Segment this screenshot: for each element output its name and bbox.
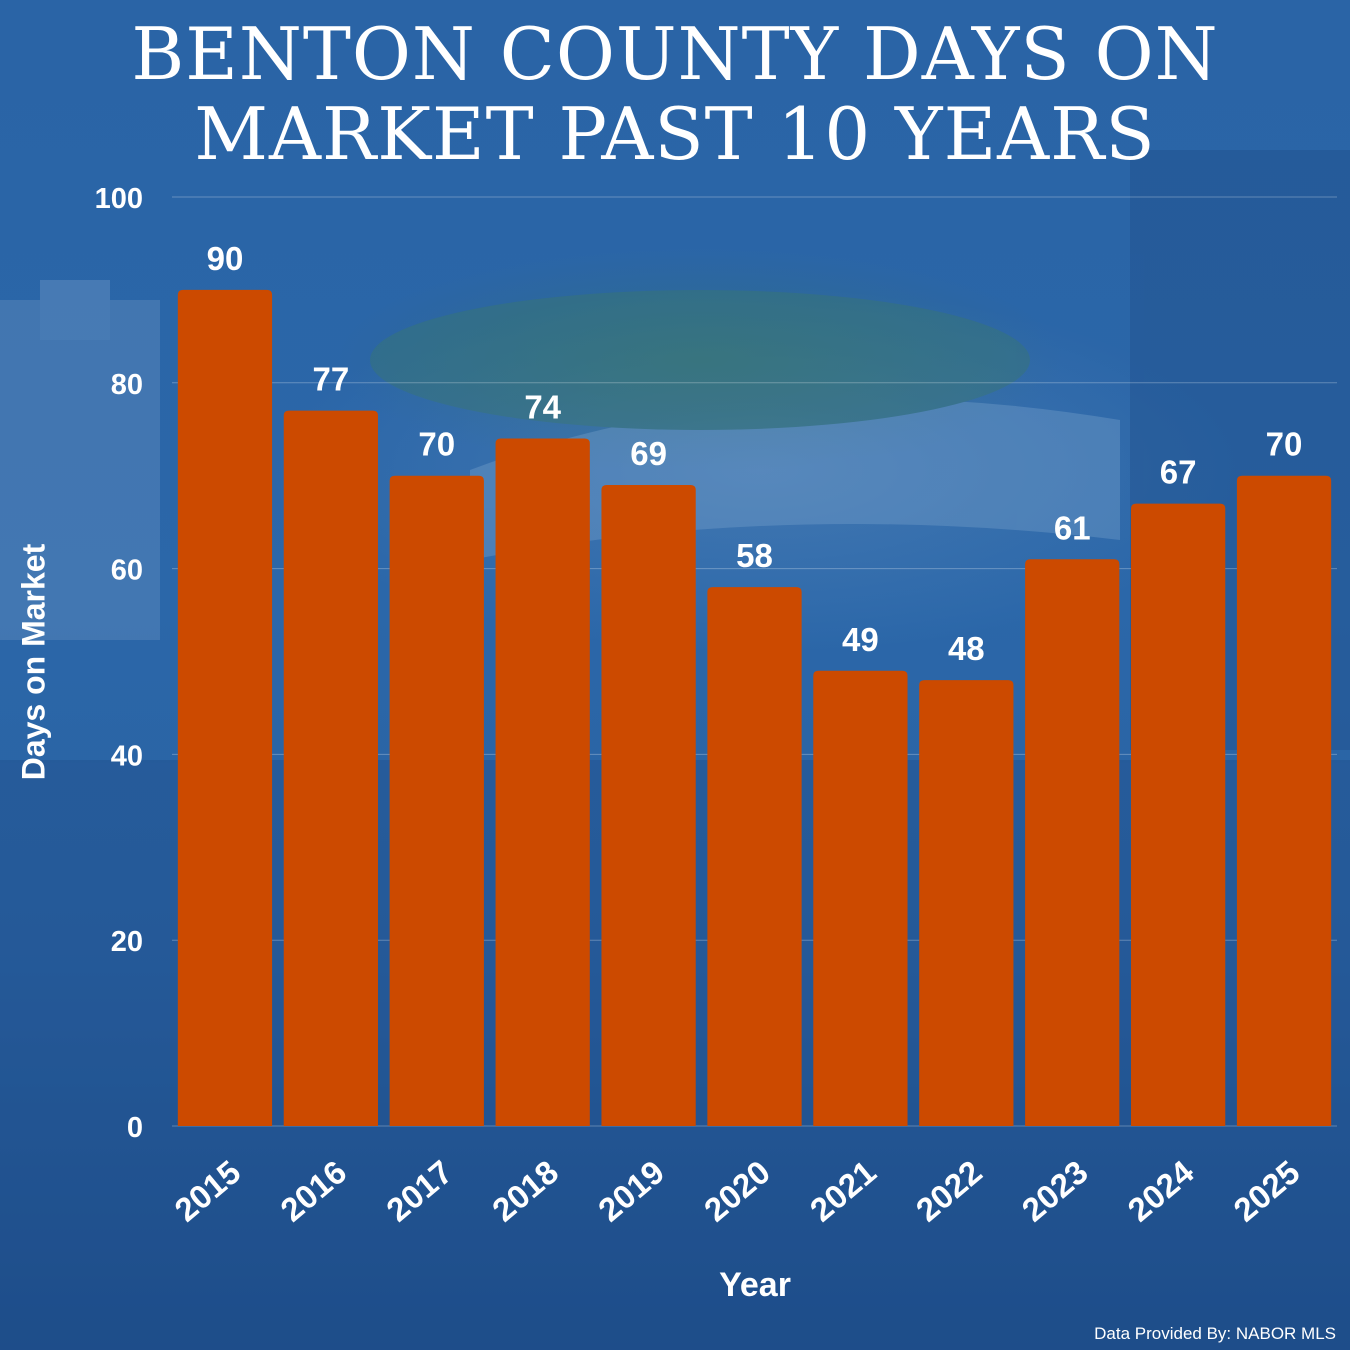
y-tick-label: 0 — [127, 1112, 143, 1144]
source-note: Data Provided By: NABOR MLS — [1094, 1324, 1336, 1343]
x-tick-label-2025: 2025 — [1227, 1153, 1307, 1229]
bar-2023 — [1025, 559, 1120, 1126]
value-label-2017: 70 — [418, 426, 455, 463]
bar-2015 — [177, 289, 273, 1126]
bars — [177, 289, 1332, 1126]
value-labels: 90 77 70 74 69 58 49 48 61 67 70 — [207, 240, 1303, 667]
y-tick-label: 100 — [95, 183, 143, 215]
x-axis-ticks: 2015 2016 2017 2018 2019 2020 2021 2022 2023 2024… — [167, 1153, 1306, 1229]
x-tick-label-2020: 2020 — [697, 1153, 777, 1229]
x-tick-label-2015: 2015 — [167, 1153, 247, 1229]
left-building — [0, 300, 160, 640]
bar-2018 — [495, 438, 590, 1126]
left-building-tower — [40, 280, 110, 340]
value-label-2024: 67 — [1160, 454, 1197, 491]
value-label-2019: 69 — [630, 435, 667, 472]
value-label-2015: 90 — [207, 240, 244, 277]
bar-2016 — [283, 410, 378, 1126]
x-axis-label: Year — [719, 1266, 791, 1304]
value-label-2018: 74 — [524, 389, 561, 426]
x-tick-label-2023: 2023 — [1015, 1153, 1095, 1229]
chart-title-line-1: BENTON COUNTY DAYS ON — [131, 12, 1219, 96]
value-label-2020: 58 — [736, 537, 773, 574]
tree-canopy — [370, 290, 1030, 430]
x-tick-label-2019: 2019 — [591, 1153, 671, 1229]
x-tick-label-2021: 2021 — [803, 1153, 883, 1229]
bar-2019 — [601, 484, 696, 1126]
value-label-2025: 70 — [1266, 426, 1303, 463]
value-label-2023: 61 — [1054, 509, 1091, 546]
x-tick-label-2017: 2017 — [379, 1153, 459, 1229]
bar-2025 — [1236, 475, 1332, 1126]
y-axis-label: Days on Market — [15, 543, 52, 781]
y-axis-ticks: 0 20 40 60 80 100 — [95, 183, 143, 1144]
bar-2020 — [707, 587, 802, 1126]
bar-2024 — [1131, 503, 1226, 1126]
x-tick-label-2016: 2016 — [273, 1153, 353, 1229]
bar-2017 — [389, 475, 484, 1126]
chart-title: BENTON COUNTY DAYS ON MARKET PAST 10 YEA… — [0, 14, 1350, 174]
value-label-2016: 77 — [313, 361, 350, 398]
y-tick-label: 60 — [111, 555, 143, 587]
value-label-2021: 49 — [842, 621, 879, 658]
y-tick-label: 80 — [111, 369, 143, 401]
chart-title-line-2: MARKET PAST 10 YEARS — [194, 92, 1156, 176]
bar-2021 — [813, 670, 908, 1126]
y-tick-label: 20 — [111, 926, 143, 958]
x-tick-label-2018: 2018 — [485, 1153, 565, 1229]
value-label-2022: 48 — [948, 630, 985, 667]
x-tick-label-2022: 2022 — [909, 1153, 989, 1229]
bar-2022 — [919, 680, 1014, 1126]
x-tick-label-2024: 2024 — [1121, 1153, 1202, 1229]
y-tick-label: 40 — [111, 740, 143, 772]
